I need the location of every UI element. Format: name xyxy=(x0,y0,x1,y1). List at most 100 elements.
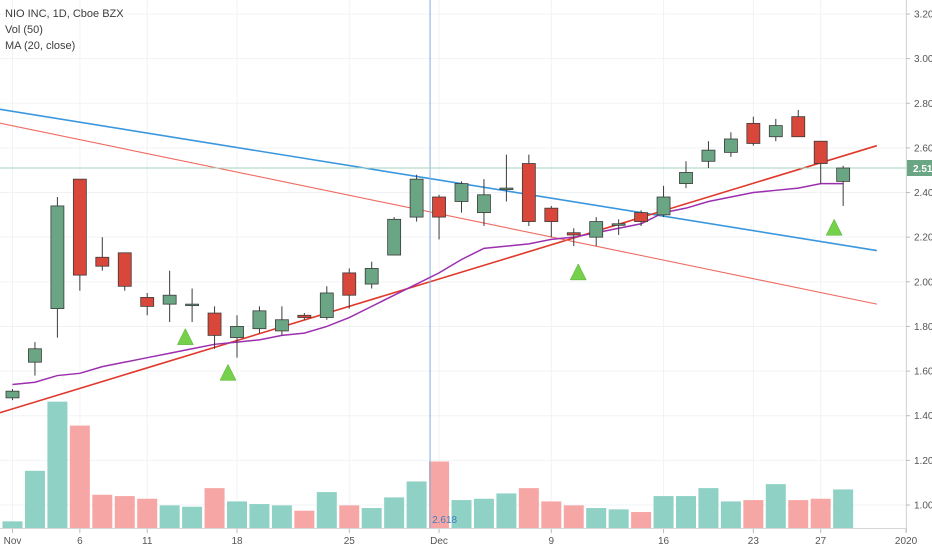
volume-bar xyxy=(182,506,203,528)
y-tick-label: 1.40 xyxy=(914,411,932,422)
volume-bar xyxy=(473,498,494,528)
candle-body xyxy=(477,194,491,214)
candle-body xyxy=(611,223,626,226)
y-tick-label: 2.40 xyxy=(914,188,932,199)
y-tick-label: 1.20 xyxy=(914,456,932,467)
candle xyxy=(701,141,716,168)
x-tick-label: 23 xyxy=(748,536,760,547)
volume-bar xyxy=(316,492,337,528)
legend-ma[interactable]: MA (20, close) xyxy=(5,40,76,52)
candle xyxy=(207,306,222,349)
candle xyxy=(364,261,379,289)
candle-body xyxy=(50,205,65,310)
candle xyxy=(409,174,424,222)
volume-bar xyxy=(810,498,831,528)
candle-body xyxy=(364,268,379,285)
y-tick-label: 2.00 xyxy=(914,277,932,288)
candle xyxy=(252,306,267,334)
candle-body xyxy=(140,297,155,307)
candle-body xyxy=(342,272,357,296)
candles xyxy=(5,109,851,401)
volume-bar xyxy=(676,496,696,528)
last-price-tag: 2.51 xyxy=(907,159,932,176)
volume-bar xyxy=(451,500,472,528)
volume-bar xyxy=(361,508,382,528)
candle-body xyxy=(432,196,446,218)
candle-body xyxy=(499,187,514,190)
volume-bar xyxy=(2,521,23,528)
volume-bar xyxy=(114,496,135,528)
volume-bar xyxy=(92,494,113,528)
candle xyxy=(140,292,155,316)
x-tick-label: 25 xyxy=(344,536,356,547)
trendline-red xyxy=(0,144,878,414)
x-tick-label: Nov xyxy=(4,536,22,547)
x-tick-label: 16 xyxy=(658,536,670,547)
volume-bar xyxy=(563,505,584,528)
crosshair xyxy=(0,0,906,528)
x-tick-label: Dec xyxy=(430,536,448,547)
candle-body xyxy=(544,207,559,222)
candle xyxy=(724,132,738,157)
volume-bar xyxy=(339,505,360,528)
candle xyxy=(297,313,312,320)
candle-body xyxy=(319,292,334,318)
candle-body xyxy=(746,122,761,144)
candle-body xyxy=(162,294,177,305)
y-tick-label: 2.60 xyxy=(914,143,932,154)
volume-bar xyxy=(586,508,607,528)
y-tick-label: 1.80 xyxy=(914,322,932,333)
y-tick-label: 2.20 xyxy=(914,233,932,244)
candle-body xyxy=(387,218,402,256)
last-price-tag-bg xyxy=(907,159,932,176)
candle xyxy=(342,268,357,309)
candle xyxy=(72,178,87,291)
volume-bar xyxy=(47,401,68,528)
last-price-tag-text: 2.51 xyxy=(913,164,932,175)
x-tick-label: 6 xyxy=(77,536,83,547)
y-tick-label: 3.20 xyxy=(914,10,932,21)
x-tick-label: 27 xyxy=(815,536,827,547)
x-tick-label: 9 xyxy=(549,536,555,547)
volume-bar xyxy=(743,500,764,528)
candle-body xyxy=(701,149,716,162)
candle-body xyxy=(297,314,312,318)
candle xyxy=(656,185,671,218)
volume-bar xyxy=(788,500,809,528)
price-axis[interactable]: 1.00 1.20 1.40 1.60 1.80 2.00 2.20 2.40 2.60 2.80… xyxy=(906,10,932,512)
candle xyxy=(387,217,402,256)
candle-body xyxy=(724,138,738,153)
legend-symbol[interactable]: NIO INC, 1D, Cboe BZX xyxy=(5,8,124,20)
legend: NIO INC, 1D, Cboe BZX Vol (50) MA (20, c… xyxy=(5,6,124,54)
x-tick-label: 2020 xyxy=(895,536,918,547)
candle-body xyxy=(521,163,536,222)
y-tick-label: 1.60 xyxy=(914,367,932,378)
candle xyxy=(95,237,110,271)
signal-marker-up xyxy=(219,363,237,381)
candle xyxy=(454,181,469,213)
candle-body xyxy=(791,116,806,138)
legend-volume[interactable]: Vol (50) xyxy=(5,24,43,36)
candle xyxy=(28,342,42,376)
candle-body xyxy=(656,196,671,216)
y-tick-label: 1.00 xyxy=(914,501,932,512)
volume-bar xyxy=(698,488,719,528)
volume-bar xyxy=(765,484,786,528)
signal-marker-up xyxy=(176,328,194,345)
candle-body xyxy=(230,326,244,339)
candle xyxy=(319,286,334,320)
candle-body xyxy=(566,232,581,236)
candle xyxy=(274,306,289,336)
candle-body xyxy=(117,252,132,287)
candle xyxy=(117,252,132,291)
volume-bar xyxy=(496,493,517,528)
time-axis[interactable]: Nov 6 11 18 25 Dec 9 16 23 27 2020 xyxy=(4,529,918,547)
candle-body xyxy=(185,303,200,307)
candle-body xyxy=(634,212,648,222)
candle-body xyxy=(836,167,851,182)
candle-body xyxy=(95,256,110,267)
volume-bar xyxy=(294,510,315,528)
volume-bar xyxy=(518,488,539,528)
candle xyxy=(611,219,626,235)
